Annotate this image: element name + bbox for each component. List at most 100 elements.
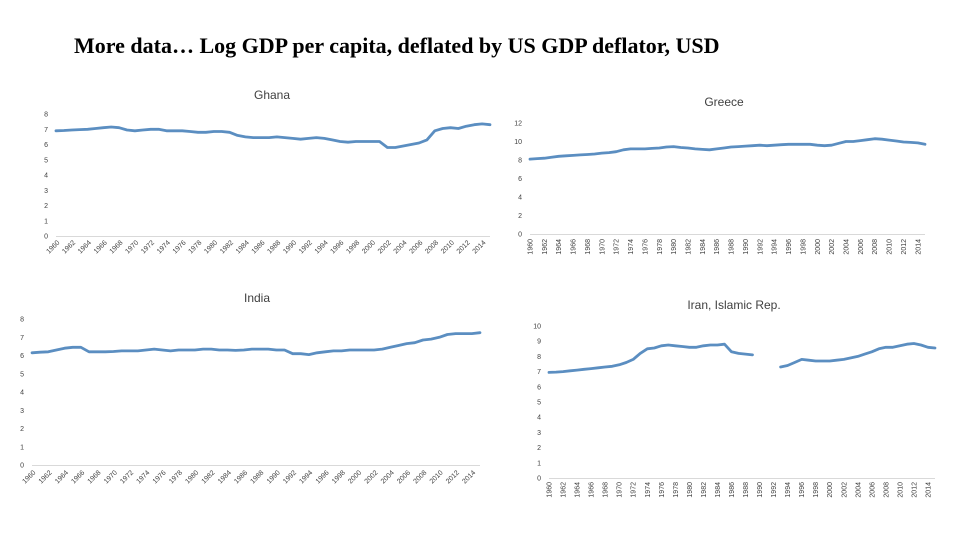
india-y-tick-label: 8 — [20, 317, 24, 324]
ghana-x-tick-label: 1984 — [235, 239, 251, 255]
greece-x-tick-label: 1970 — [599, 239, 606, 255]
india-x-tick-label: 1970 — [103, 469, 119, 485]
india-x-tick-label: 1972 — [119, 469, 135, 485]
greece-x-tick-label: 1972 — [614, 239, 621, 255]
iran-x-tick-label: 1992 — [771, 482, 778, 498]
ghana-x-tick-label: 2006 — [408, 239, 424, 255]
ghana-x-tick-label: 1992 — [298, 239, 314, 255]
iran-x-tick-label: 2002 — [841, 482, 848, 498]
iran-x-tick-label: 1972 — [631, 482, 638, 498]
ghana-y-tick-label: 1 — [44, 218, 48, 225]
india-x-tick-label: 1988 — [250, 469, 266, 485]
ghana-x-tick-label: 1988 — [266, 239, 282, 255]
slide-title: More data… Log GDP per capita, deflated … — [74, 33, 720, 58]
ghana-y-tick-label: 4 — [44, 173, 48, 180]
india-x-tick-label: 1964 — [54, 469, 70, 485]
iran-y-tick-label: 3 — [537, 430, 541, 437]
ghana-x-tick-label: 2002 — [377, 239, 393, 255]
greece-y-tick-label: 12 — [514, 121, 522, 128]
greece-x-tick-label: 1974 — [628, 239, 635, 255]
greece-x-tick-label: 1960 — [528, 239, 535, 255]
ghana-series-line — [54, 122, 492, 149]
india-y-tick-label: 0 — [20, 463, 24, 470]
ghana-x-tick-label: 2012 — [456, 239, 472, 255]
india-x-tick-label: 2006 — [396, 469, 412, 485]
india-x-tick-label: 2012 — [445, 469, 461, 485]
india-x-tick-label: 2002 — [364, 469, 380, 485]
india-chart-title: India — [244, 291, 270, 305]
india-series-line — [30, 331, 482, 356]
greece-y-tick-label: 10 — [514, 139, 522, 146]
ghana-x-tick-label: 1998 — [345, 239, 361, 255]
greece-series-line — [528, 137, 927, 161]
ghana-y-tick-label: 0 — [44, 234, 48, 241]
greece-x-tick-label: 1992 — [757, 239, 764, 255]
ghana-x-tick-label: 1962 — [61, 239, 77, 255]
greece-x-tick-label: 1976 — [642, 239, 649, 255]
greece-x-tick-label: 2008 — [872, 239, 879, 255]
ghana-x-tick-label: 1986 — [251, 239, 267, 255]
ghana-y-tick-label: 8 — [44, 112, 48, 119]
india-x-tick-label: 1994 — [298, 469, 314, 485]
greece-x-tick-label: 1964 — [556, 239, 563, 255]
ghana-x-tick-label: 1978 — [187, 239, 203, 255]
india-x-tick-label: 2010 — [429, 469, 445, 485]
iran-y-tick-label: 8 — [537, 354, 541, 361]
ghana-x-tick-label: 1970 — [124, 239, 140, 255]
india-x-tick-label: 1980 — [184, 469, 200, 485]
greece-x-tick-label: 1986 — [714, 239, 721, 255]
greece-x-tick-label: 2012 — [901, 239, 908, 255]
iran-y-tick-label: 9 — [537, 339, 541, 346]
iran-y-tick-label: 10 — [533, 324, 541, 331]
iran-x-tick-label: 1982 — [701, 482, 708, 498]
india-x-tick-label: 2004 — [380, 469, 396, 485]
iran-y-tick-label: 4 — [537, 415, 541, 422]
greece-x-tick-label: 1990 — [743, 239, 750, 255]
iran-y-tick-label: 6 — [537, 384, 541, 391]
ghana-x-tick-label: 2004 — [393, 239, 409, 255]
india-y-tick-label: 1 — [20, 444, 24, 451]
chart-iran-svg: Iran, Islamic Rep. 0 1 2 3 4 5 6 7 8 9 10 1960 1962 19… — [533, 298, 937, 498]
india-x-tick-label: 1996 — [315, 469, 331, 485]
ghana-x-tick-label: 1972 — [140, 239, 156, 255]
iran-x-tick-label: 1978 — [673, 482, 680, 498]
iran-x-tick-label: 1994 — [785, 482, 792, 498]
greece-chart-title: Greece — [704, 95, 744, 109]
india-y-tick-label: 7 — [20, 335, 24, 342]
ghana-y-tick-label: 3 — [44, 188, 48, 195]
india-x-tick-label: 2008 — [412, 469, 428, 485]
ghana-y-tick-label: 2 — [44, 203, 48, 210]
iran-x-tick-label: 1988 — [743, 482, 750, 498]
ghana-x-tick-label: 1996 — [330, 239, 346, 255]
india-x-tick-label: 1978 — [168, 469, 184, 485]
iran-y-tick-label: 1 — [537, 460, 541, 467]
iran-x-tick-label: 1998 — [813, 482, 820, 498]
india-x-tick-label: 1990 — [266, 469, 282, 485]
greece-x-tick-label: 2000 — [815, 239, 822, 255]
greece-x-tick-label: 1998 — [800, 239, 807, 255]
chart-greece-svg: Greece 0 2 4 6 8 10 12 1960 1962 1964 1966 1968 1970 1… — [514, 95, 927, 255]
india-x-tick-label: 1966 — [70, 469, 86, 485]
ghana-x-tick-label: 1994 — [314, 239, 330, 255]
india-x-tick-label: 1962 — [38, 469, 54, 485]
chart-greece: Greece 0 2 4 6 8 10 12 1960 1962 1964 1966 1968 1970 1… — [505, 88, 935, 278]
iran-x-tick-label: 2006 — [869, 482, 876, 498]
greece-y-tick-label: 6 — [518, 176, 522, 183]
greece-y-tick-label: 2 — [518, 213, 522, 220]
iran-y-tick-label: 0 — [537, 476, 541, 483]
iran-x-tick-label: 2000 — [827, 482, 834, 498]
greece-x-tick-label: 1962 — [542, 239, 549, 255]
greece-x-tick-label: 1994 — [772, 239, 779, 255]
india-x-tick-label: 1992 — [282, 469, 298, 485]
india-y-tick-label: 3 — [20, 408, 24, 415]
greece-x-tick-label: 2004 — [844, 239, 851, 255]
chart-india: India 0 1 2 3 4 5 6 7 8 1960 1962 1964 1966 1968 1970 19… — [10, 283, 500, 495]
ghana-y-tick-label: 7 — [44, 127, 48, 134]
india-x-tick-label: 1974 — [135, 469, 151, 485]
india-x-tick-label: 1982 — [201, 469, 217, 485]
iran-x-tick-label: 1968 — [603, 482, 610, 498]
ghana-x-tick-label: 2008 — [424, 239, 440, 255]
iran-x-tick-label: 1976 — [659, 482, 666, 498]
